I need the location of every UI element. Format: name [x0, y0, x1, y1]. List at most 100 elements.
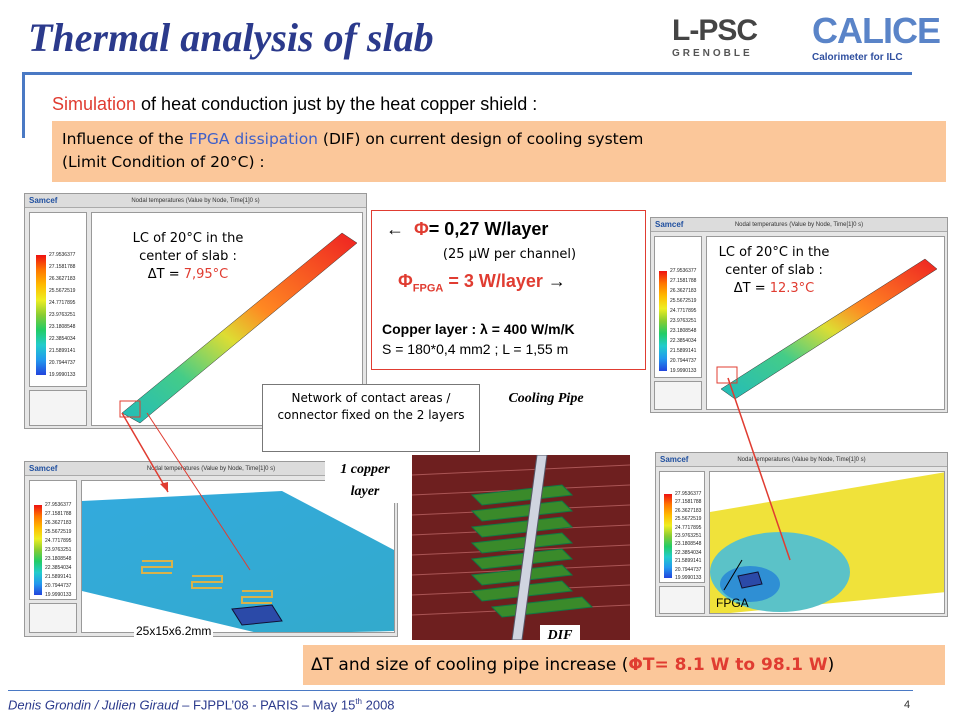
legend-value: 23.9763251	[670, 318, 697, 324]
right-note-line-2: center of slab :	[725, 263, 823, 278]
footer-event: – FJPPL’08 - PARIS – May 15	[178, 697, 356, 713]
right-note-dt: ΔT = 12.3°C	[707, 280, 841, 298]
phi-fpga-line: ΦFPGA = 3 W/layer →	[398, 271, 566, 295]
legend-value: 26.3627183	[45, 520, 72, 526]
dif-dimensions-label: 25x15x6.2mm	[134, 624, 214, 638]
left-top-note: LC of 20°C in the center of slab : ΔT = …	[123, 230, 253, 284]
arrow-right-icon: →	[542, 271, 566, 291]
legend-value: 24.7717895	[45, 538, 72, 544]
left-dt-value: 7,95°C	[183, 267, 229, 282]
legend-value: 27.1581788	[49, 264, 76, 270]
samcef-logo: Samcef	[660, 455, 689, 464]
legend-value: 20.7944737	[675, 566, 702, 573]
right-dt-value: 12.3°C	[769, 281, 815, 296]
3d-view	[81, 480, 395, 633]
legend-value: 27.1581788	[45, 511, 72, 517]
calice-logo: CALICE Calorimeter for ILC	[812, 10, 957, 82]
legend-value: 27.9536377	[675, 491, 702, 497]
legend-value: 20.7944737	[670, 358, 697, 364]
cooling-pipe-render	[412, 455, 630, 640]
influence-text-b: (DIF) on current design of cooling syste…	[318, 130, 644, 148]
legend-value: 22.3854034	[675, 549, 702, 556]
legend-panel: 27.9536377 27.1581788 26.3627183 25.5672519…	[654, 236, 702, 378]
per-channel-text: (25 µW per channel)	[442, 247, 577, 262]
legend-value: 20.7944737	[45, 583, 72, 589]
legend-value: 19.9990133	[49, 372, 76, 378]
simulation-prefix: Simulation	[52, 94, 137, 114]
legend-value: 22.3854034	[670, 338, 697, 344]
screenshot-header: Nodal temperatures (Value by Node, Time[…	[25, 462, 397, 476]
footer: Denis Grondin / Julien Giraud – FJPPL’08…	[8, 697, 395, 712]
left-note-line-2: center of slab :	[139, 249, 237, 264]
simulation-rest: of heat conduction just by the heat copp…	[136, 94, 538, 114]
legend-value: 21.5899141	[675, 558, 702, 565]
phi-fpga-subscript: FPGA	[412, 282, 444, 295]
power-parameters-box: ← Φ= 0,27 W/layer (25 µW per channel) ΦF…	[371, 210, 646, 370]
legend-value: 26.3627183	[670, 288, 697, 294]
copper-layer-text: Copper layer : λ = 400 W/m/K S = 180*0,4…	[382, 319, 575, 359]
legend-value: 19.9990133	[675, 575, 702, 581]
3d-view	[706, 236, 945, 410]
lpsc-logo-subtitle: GRENOBLE	[672, 48, 753, 59]
legend-value: 22.3854034	[45, 565, 72, 571]
cooling-pipe-label: Cooling Pipe	[508, 391, 584, 406]
phi-layer-value: = 0,27 W/layer	[428, 219, 549, 239]
right-top-note: LC of 20°C in the center of slab : ΔT = …	[707, 244, 841, 298]
screenshot-header: Nodal temperatures (Value by Node, Time[…	[656, 453, 947, 467]
page-title: Thermal analysis of slab	[28, 15, 434, 60]
conclusion-phi-icon: Φ	[628, 655, 643, 675]
title-accent-bar	[22, 72, 25, 138]
fpga-closeup-render	[710, 472, 944, 613]
samcef-logo: Samcef	[655, 220, 684, 229]
right-note-line-1: LC of 20°C in the	[718, 245, 830, 260]
copper-layer-label: 1 copper layer	[325, 459, 405, 503]
legend-panel: 27.9536377 27.1581788 26.3627183 25.5672519…	[29, 480, 77, 600]
copper-line-1: Copper layer : λ = 400 W/m/K	[382, 321, 575, 337]
influence-box: Influence of the FPGA dissipation (DIF) …	[52, 121, 946, 182]
fpga-label: FPGA	[716, 596, 749, 610]
legend-value: 23.9763251	[45, 547, 72, 553]
footer-sup: th	[355, 697, 362, 706]
left-note-line-1: LC of 20°C in the	[132, 231, 244, 246]
color-scale	[659, 271, 667, 371]
simulation-screenshot-top-right: Nodal temperatures (Value by Node, Time[…	[650, 217, 948, 413]
color-scale	[34, 505, 42, 595]
slab-render	[119, 232, 358, 424]
dif-label: DIF	[540, 625, 580, 647]
info-panel	[654, 381, 702, 410]
info-panel	[29, 390, 87, 426]
calice-logo-text: CALICE	[812, 10, 941, 51]
legend-value: 23.9763251	[49, 312, 76, 318]
legend-panel: 27.9536377 27.1581788 26.3627183 25.5672519…	[659, 471, 705, 583]
phi-symbol-icon: Φ	[414, 219, 429, 239]
legend-value: 25.5672519	[675, 516, 702, 523]
legend-panel: 27.9536377 27.1581788 26.3627183 25.5672519…	[29, 212, 87, 387]
title-divider	[22, 72, 912, 75]
info-panel	[29, 603, 77, 633]
legend-value: 25.5672519	[45, 529, 72, 535]
legend-value: 20.7944737	[49, 360, 76, 366]
legend-value: 27.1581788	[670, 278, 697, 284]
phi-fpga-value: = 3 W/layer	[443, 271, 543, 291]
left-dt-label: ΔT =	[147, 267, 184, 282]
screenshot-header: Nodal temperatures (Value by Node, Time[…	[651, 218, 947, 232]
legend-value: 24.7717895	[675, 524, 702, 531]
legend-value: 27.1581788	[675, 499, 702, 506]
legend-value: 23.9763251	[675, 533, 702, 539]
cooling-pipe-drawing	[412, 455, 630, 640]
footer-year: 2008	[362, 697, 395, 713]
color-scale	[36, 255, 46, 375]
conclusion-box: ΔT and size of cooling pipe increase (ΦT…	[303, 645, 945, 685]
phi-layer-line: ← Φ= 0,27 W/layer	[386, 219, 548, 240]
legend-value: 26.3627183	[675, 507, 702, 514]
conclusion-prefix: ΔT and size of cooling pipe increase (	[311, 655, 629, 675]
legend-value: 27.9536377	[670, 268, 697, 274]
simulation-heading: Simulation of heat conduction just by th…	[52, 94, 537, 115]
legend-value: 23.1808548	[675, 541, 702, 548]
legend-value: 24.7717895	[670, 308, 697, 314]
slab-render	[716, 258, 938, 400]
page-number: 4	[904, 699, 911, 711]
phi-fpga-symbol-icon: Φ	[398, 271, 413, 291]
simulation-screenshot-bottom-left: Nodal temperatures (Value by Node, Time[…	[24, 461, 398, 637]
